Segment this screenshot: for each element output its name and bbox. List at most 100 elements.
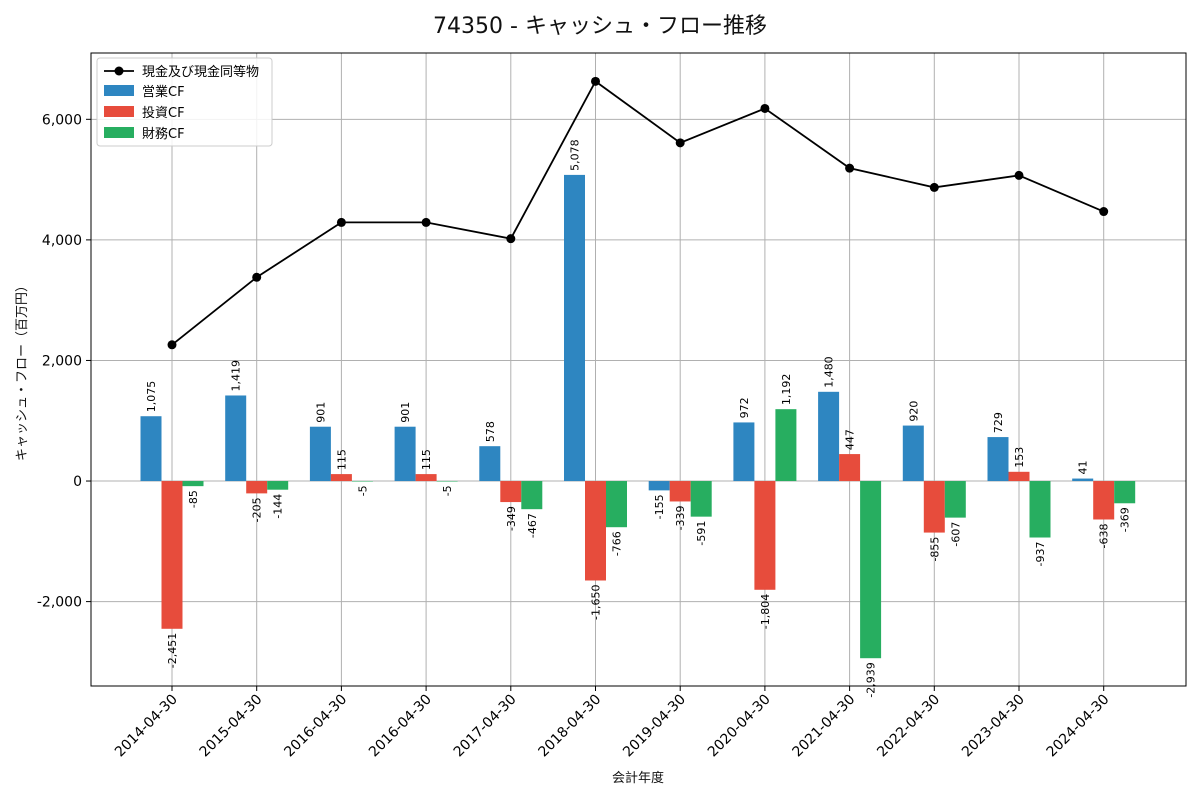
- data-label: -349: [505, 506, 518, 531]
- data-label: 115: [335, 449, 348, 470]
- y-tick-label: -2,000: [37, 595, 82, 611]
- data-label: 41: [1077, 461, 1090, 475]
- bar-財務CF-2018-04-30: [606, 481, 627, 528]
- x-tick-label: 2014-04-30: [112, 692, 181, 761]
- x-tick-label: 2019-04-30: [620, 692, 689, 761]
- data-label: 1,480: [823, 356, 836, 388]
- bar-投資CF-2019-04-30: [669, 481, 691, 502]
- data-label: -855: [928, 537, 941, 562]
- grid-layer: [91, 53, 1186, 686]
- bar-投資CF-2016-04-30: [415, 474, 437, 482]
- data-label: 115: [420, 449, 433, 470]
- data-label: -2,451: [166, 633, 179, 668]
- bar-営業CF-2019-04-30: [648, 481, 670, 491]
- bar-財務CF-2023-04-30: [1029, 481, 1051, 538]
- bar-営業CF-2023-04-30: [987, 437, 1009, 482]
- data-label: -205: [251, 497, 264, 522]
- data-label: -1,804: [759, 594, 772, 629]
- plot-frame: [90, 52, 1187, 687]
- line-layer: [167, 76, 1109, 350]
- bar-投資CF-2018-04-30: [585, 481, 606, 581]
- bar-投資CF-2022-04-30: [923, 481, 945, 533]
- bar-財務CF-2016-04-30: [351, 481, 373, 482]
- data-label: -937: [1034, 542, 1047, 567]
- cash-point-2023-04-30: [1014, 170, 1024, 180]
- cash-point-2024-04-30: [1099, 207, 1109, 217]
- data-label: 901: [314, 402, 327, 423]
- bar-営業CF-2020-04-30: [733, 422, 755, 482]
- bar-投資CF-2020-04-30: [754, 481, 776, 590]
- bar-投資CF-2015-04-30: [246, 481, 268, 494]
- data-label: 972: [738, 397, 751, 418]
- legend-box: [96, 57, 273, 147]
- data-label: -766: [611, 531, 624, 556]
- data-label: 1,419: [230, 360, 243, 392]
- cash-point-2016-04-30: [421, 217, 431, 227]
- bar-営業CF-2018-04-30: [564, 174, 585, 482]
- y-tick-label: 6,000: [42, 112, 82, 128]
- bar-営業CF-2014-04-30: [140, 416, 162, 482]
- data-label: -155: [653, 494, 666, 519]
- bar-財務CF-2014-04-30: [182, 481, 204, 487]
- x-tick-label: 2023-04-30: [959, 692, 1028, 761]
- data-label: 729: [992, 412, 1005, 433]
- bar-財務CF-2016-04-30: [436, 481, 458, 482]
- bar-財務CF-2020-04-30: [775, 409, 797, 482]
- x-tick-label: 2015-04-30: [197, 692, 266, 761]
- x-tick-label: 2020-04-30: [705, 692, 774, 761]
- bar-営業CF-2015-04-30: [225, 395, 247, 482]
- bar-財務CF-2015-04-30: [267, 481, 289, 490]
- bar-投資CF-2024-04-30: [1093, 481, 1115, 520]
- cash-point-2019-04-30: [675, 138, 685, 148]
- legend-label: 現金及び現金同等物: [142, 64, 259, 80]
- cash-point-2016-04-30: [336, 217, 346, 227]
- data-label: 901: [399, 402, 412, 423]
- x-tick-label: 2017-04-30: [451, 692, 520, 761]
- data-label: -369: [1119, 507, 1132, 532]
- y-axis-label: キャッシュ・フロー（百万円）: [15, 279, 30, 461]
- y-tick-label: 4,000: [42, 233, 82, 249]
- bar-営業CF-2024-04-30: [1072, 478, 1094, 482]
- cash-point-2014-04-30: [167, 340, 177, 350]
- bar-財務CF-2024-04-30: [1114, 481, 1136, 504]
- bar-layer: [140, 174, 1136, 659]
- bar-営業CF-2021-04-30: [818, 391, 840, 482]
- legend-label: 投資CF: [142, 105, 185, 121]
- bar-営業CF-2017-04-30: [479, 446, 501, 482]
- cash-line: [171, 80, 1105, 346]
- data-label: -607: [949, 522, 962, 547]
- legend-label: 財務CF: [142, 127, 185, 142]
- data-label: -467: [526, 513, 539, 538]
- legend-swatch: [104, 127, 134, 138]
- bar-投資CF-2021-04-30: [839, 454, 861, 482]
- data-label: -2,939: [865, 662, 878, 697]
- bar-投資CF-2023-04-30: [1008, 471, 1030, 482]
- legend-swatch: [104, 106, 134, 117]
- x-tick-label: 2016-04-30: [281, 692, 350, 761]
- data-label: 578: [484, 421, 497, 442]
- bar-投資CF-2016-04-30: [330, 474, 352, 482]
- bar-投資CF-2014-04-30: [161, 481, 183, 629]
- x-tick-label: 2018-04-30: [535, 692, 604, 761]
- cash-point-2015-04-30: [252, 272, 262, 282]
- data-label: -5: [356, 485, 369, 496]
- bar-営業CF-2022-04-30: [902, 425, 924, 482]
- chart-title: 74350 - キャッシュ・フロー推移: [433, 14, 767, 39]
- cash-point-2017-04-30: [506, 234, 516, 244]
- cash-point-2018-04-30: [591, 76, 600, 86]
- bar-投資CF-2017-04-30: [500, 481, 522, 503]
- bar-財務CF-2017-04-30: [521, 481, 543, 510]
- bar-営業CF-2016-04-30: [309, 426, 331, 482]
- x-axis-label: 会計年度: [612, 770, 664, 786]
- label-layer: 1,075 1,419 901 901 578 5,078 -155 972 1,480 920 7…: [145, 139, 1132, 697]
- data-label: 153: [1013, 447, 1026, 468]
- data-label: -5: [441, 485, 454, 496]
- cash-point-2022-04-30: [929, 182, 939, 192]
- data-label: 447: [844, 429, 857, 450]
- data-label: -144: [272, 494, 285, 519]
- data-label: 5,078: [569, 139, 582, 171]
- bar-財務CF-2019-04-30: [690, 481, 712, 517]
